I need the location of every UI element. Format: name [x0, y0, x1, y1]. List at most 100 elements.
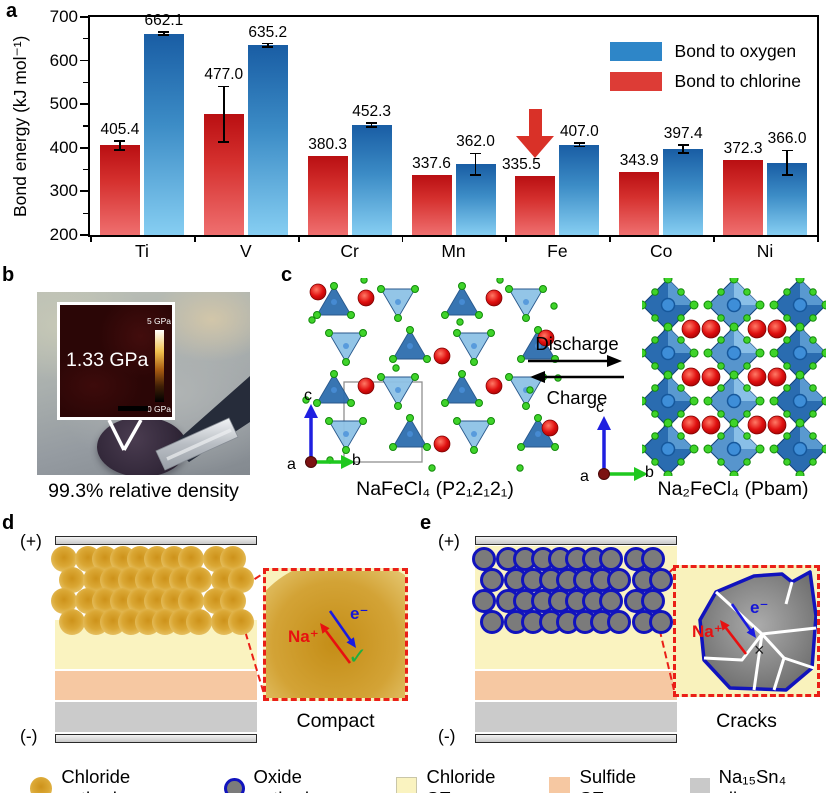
error-bar — [222, 86, 225, 143]
error-cap — [781, 174, 793, 176]
error-cap — [114, 149, 126, 151]
discharge-charge-arrows — [528, 355, 624, 383]
cl-atom — [677, 410, 685, 418]
na-ion-label-e: Na⁺ — [692, 622, 723, 641]
axis-label-c-left: c — [304, 387, 312, 404]
cl-atom — [795, 370, 805, 380]
charge-label: Charge — [546, 387, 608, 408]
fe-atom — [523, 299, 529, 305]
oxide-cathode-particle — [607, 610, 632, 634]
fe-atom — [726, 345, 742, 361]
cl-atom — [423, 355, 431, 363]
legend-row-chlorine: Bond to chlorine — [609, 71, 801, 92]
cl-atom — [651, 336, 659, 344]
cl-atom — [743, 288, 751, 296]
cl-atom — [663, 418, 673, 428]
cl-atom — [342, 446, 350, 454]
cl-atom — [783, 410, 791, 418]
fe-atom — [726, 393, 742, 409]
panel-e-label: e — [420, 512, 432, 534]
scale-bar — [118, 406, 148, 411]
oxide-cathode-particle — [480, 610, 504, 634]
cl-atom — [458, 370, 466, 378]
discharge-label: Discharge — [535, 333, 619, 354]
error-cap — [262, 42, 274, 45]
x-tick-mark — [505, 236, 508, 242]
cl-atom — [505, 285, 513, 293]
bar-Mn-chlorine — [411, 175, 452, 235]
cl-atom — [729, 470, 739, 476]
fe-atom — [792, 441, 808, 457]
cl-atom — [703, 396, 713, 406]
cl-atom — [458, 282, 466, 290]
bar-Ti-chlorine — [99, 145, 140, 235]
y-minor-tick — [83, 81, 88, 84]
cl-atom — [769, 396, 779, 406]
x-tick-mark — [713, 236, 715, 242]
fe-atom — [660, 393, 676, 409]
error-cap — [262, 46, 274, 48]
tweezers-highlight — [166, 428, 232, 461]
x-tick-mark — [609, 236, 612, 242]
cl-atom — [516, 464, 524, 472]
cl-atom — [313, 311, 321, 319]
cl-atom — [729, 418, 739, 428]
y-tick-label: 300 — [49, 181, 78, 201]
fe-atom — [407, 431, 413, 437]
sulfide-se-layer-d — [55, 671, 257, 700]
cl-atom — [456, 318, 464, 326]
legend-row-oxygen: Bond to oxygen — [609, 41, 801, 62]
alloy-swatch — [690, 778, 710, 793]
oxide-cathode-particle — [640, 589, 665, 613]
legend-label-oxygen: Bond to oxygen — [674, 41, 797, 61]
cl-atom — [526, 386, 534, 394]
fe-atom — [395, 299, 401, 305]
bar-value-label: 452.3 — [352, 102, 392, 120]
pointer-line-right — [122, 419, 143, 451]
cl-atom — [717, 314, 725, 322]
fe-atom — [535, 343, 541, 349]
cl-atom — [392, 364, 400, 372]
bar-value-label: 362.0 — [456, 133, 495, 151]
x-tick-mark — [90, 236, 92, 242]
cl-atom — [360, 278, 368, 284]
cl-atom — [389, 443, 397, 451]
oxide-cathode-particle — [648, 568, 673, 592]
cl-atom — [423, 443, 431, 451]
fe-atom — [343, 431, 349, 437]
cl-atom — [534, 326, 542, 334]
na2fecl4-structure — [642, 278, 826, 476]
cl-atom — [475, 311, 483, 319]
y-tick-label: 500 — [49, 94, 78, 114]
x-category-label: V — [239, 241, 252, 261]
error-cap — [470, 174, 481, 177]
na-atom — [433, 347, 451, 365]
legend-item-oxide-cathode: Oxide cathode — [224, 766, 369, 793]
top-electrode-e — [475, 536, 677, 545]
cl-atom — [821, 396, 826, 406]
cl-atom — [729, 370, 739, 380]
cl-atom — [677, 362, 685, 370]
cl-atom — [821, 300, 826, 310]
pellet-photo: 1.33 GPa 5 GPa 0 GPa — [37, 292, 250, 475]
cl-atom — [651, 362, 659, 370]
cl-atom — [359, 329, 367, 337]
cl-atom — [717, 410, 725, 418]
cl-atom — [689, 396, 699, 406]
cl-atom — [689, 348, 699, 358]
error-cap — [158, 34, 170, 37]
cl-atom — [522, 402, 530, 410]
cl-atom — [755, 396, 765, 406]
bar-Cr-oxygen — [351, 124, 392, 235]
x-category-label: Ni — [756, 241, 774, 261]
bar-Co-oxygen — [663, 148, 704, 235]
na-atom — [681, 367, 701, 387]
fe-atom — [660, 345, 676, 361]
chloride-cathode-particle — [59, 609, 85, 635]
y-minor-tick — [83, 168, 88, 171]
cl-atom — [783, 362, 791, 370]
cl-atom — [347, 311, 355, 319]
cl-atom — [534, 414, 542, 422]
fe-atom — [726, 297, 742, 313]
cl-atom — [783, 432, 791, 440]
